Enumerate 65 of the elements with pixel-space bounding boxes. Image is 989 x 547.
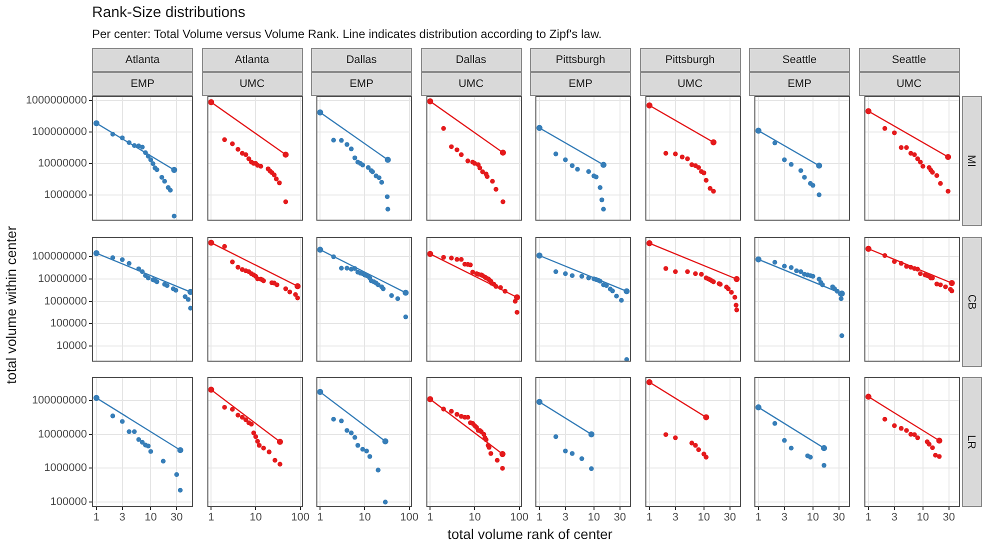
chart-title: Dallas <box>420 48 522 72</box>
x-tick-label: 100 <box>290 512 309 524</box>
x-tick-label: 3 <box>562 512 568 524</box>
x-tick-label: 3 <box>890 512 897 524</box>
x-tick-label: 10 <box>144 512 157 524</box>
chart-subtitle: EMP <box>92 72 193 96</box>
y2-axis-title: MI <box>965 154 978 168</box>
y-tick-label: 1000000 <box>44 462 87 474</box>
y-tick-label: 10000000 <box>38 428 87 440</box>
text: Rank-Size distributions <box>92 4 246 21</box>
y-tick-label: 10000000 <box>38 157 87 170</box>
text: total volume within center <box>3 226 19 384</box>
x-tick-label: 1 <box>864 512 871 524</box>
x-tick-label: 10 <box>806 512 820 524</box>
y-tick-label: 1000000000 <box>26 94 87 107</box>
x-tick-label: 100 <box>510 512 528 524</box>
x-tick-label: 1 <box>536 512 542 524</box>
y-tick-label: 100000000 <box>32 250 87 262</box>
y-tick-label: 10000000 <box>38 272 87 284</box>
chart-title: Dallas <box>311 48 412 72</box>
x-tick-label: 1 <box>317 512 324 524</box>
x-tick-label: 3 <box>781 512 788 524</box>
y2-axis-title: LR <box>966 434 978 450</box>
x-tick-label: 10 <box>916 512 929 524</box>
chart-subtitle: EMP <box>311 72 412 96</box>
x-tick-label: 10 <box>249 512 262 524</box>
x-tick-label: 1 <box>426 512 433 524</box>
x-tick-label: 1 <box>93 512 100 524</box>
x-tick-label: 10 <box>697 512 710 524</box>
x-tick-label: 1 <box>208 512 214 524</box>
chart-subtitle: UMC <box>858 72 960 96</box>
chart-subtitle: EMP <box>749 72 850 96</box>
x-tick-label: 30 <box>723 512 736 524</box>
chart-title: Seattle <box>858 48 960 72</box>
y-tick-label: 100000 <box>50 317 87 330</box>
text: total volume rank of center <box>446 526 614 542</box>
chart-subtitle: EMP <box>530 72 631 96</box>
chart-subtitle: UMC <box>640 72 740 96</box>
chart-title: Seattle <box>749 48 850 72</box>
y-tick-label: 1000000 <box>44 188 87 201</box>
x-tick-label: 3 <box>672 512 678 524</box>
x-tick-label: 30 <box>614 512 626 524</box>
x-tick-label: 30 <box>170 512 183 524</box>
chart-title: Pittsburgh <box>530 48 631 72</box>
chart-title: Pittsburgh <box>640 48 740 72</box>
x-tick-label: 10 <box>358 512 371 524</box>
chart-subtitle: UMC <box>420 72 522 96</box>
chart-subtitle: UMC <box>202 72 302 96</box>
x-tick-label: 10 <box>468 512 480 524</box>
x-tick-label: 3 <box>119 512 126 524</box>
y2-axis-title: CB <box>966 294 978 310</box>
y-tick-label: 100000000 <box>32 394 87 407</box>
chart-title: Atlanta <box>202 48 302 72</box>
text: Per center: Total Volume versus Volume Rank. Line indicates distribution according to Zipf's law. <box>92 27 602 41</box>
x-tick-label: 1 <box>646 512 652 524</box>
x-tick-label: 100 <box>400 512 418 524</box>
chart-title: Atlanta <box>92 48 193 72</box>
x-tick-label: 10 <box>588 512 600 524</box>
x-tick-label: 1 <box>755 512 762 524</box>
y-tick-label: 100000 <box>50 496 87 508</box>
x-tick-label: 30 <box>832 512 846 524</box>
y-tick-label: 100000000 <box>32 126 87 138</box>
x-tick-label: 30 <box>942 512 955 524</box>
y-tick-label: 10000 <box>56 340 87 352</box>
y-tick-label: 1000000 <box>44 294 87 307</box>
